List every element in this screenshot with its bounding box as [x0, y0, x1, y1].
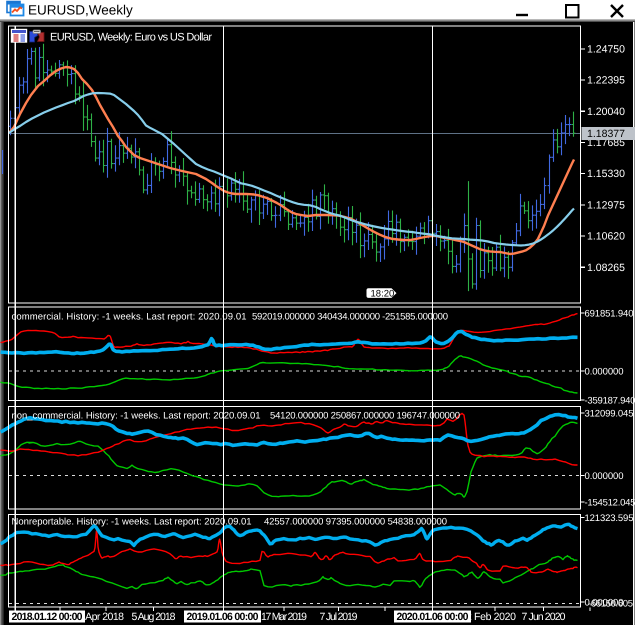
svg-text:1.15330: 1.15330 — [587, 168, 625, 180]
svg-text:0.000000: 0.000000 — [585, 597, 624, 608]
svg-text:17 Mar 2019: 17 Mar 2019 — [261, 611, 307, 623]
svg-text:commercial. History: -1 weeks.: commercial. History: -1 weeks. Last repo… — [12, 312, 247, 323]
svg-text:0.000000: 0.000000 — [585, 366, 624, 377]
svg-text:-154512.045: -154512.045 — [585, 497, 635, 508]
svg-text:-359187.940: -359187.940 — [585, 395, 635, 406]
svg-text:2 Feb 2020: 2 Feb 2020 — [466, 611, 516, 623]
svg-text:1.10620: 1.10620 — [587, 231, 625, 243]
svg-text:0.000000: 0.000000 — [585, 471, 624, 482]
svg-text:Nonreportable. History: -1 wee: Nonreportable. History: -1 weeks. Last r… — [12, 517, 252, 528]
svg-text:1.08265: 1.08265 — [587, 262, 625, 274]
svg-text:1.12975: 1.12975 — [587, 199, 625, 211]
svg-text:1.22395: 1.22395 — [587, 75, 625, 87]
svg-text:non_commercial. History: -1 we: non_commercial. History: -1 weeks. Last … — [12, 411, 261, 422]
svg-text:5 Aug 2018: 5 Aug 2018 — [132, 611, 176, 623]
svg-text:-66150.605: -66150.605 — [588, 599, 633, 610]
svg-text:7 Jun 2020: 7 Jun 2020 — [522, 611, 566, 623]
svg-text:1.18377: 1.18377 — [587, 128, 625, 140]
svg-text:691851.940: 691851.940 — [585, 308, 634, 319]
svg-text:EURUSD,Weekly: EURUSD,Weekly — [28, 3, 133, 18]
svg-text:EURUSD, Weekly: Euro vs US Do: EURUSD, Weekly: Euro vs US Dollar — [50, 32, 212, 44]
svg-text:7 Jul 2019: 7 Jul 2019 — [320, 611, 358, 623]
svg-text:18:20: 18:20 — [371, 288, 395, 299]
svg-text:2020.01.06 00:00: 2020.01.06 00:00 — [397, 611, 469, 623]
svg-text:121323.595: 121323.595 — [585, 513, 634, 524]
svg-text:2019.01.06 00:00: 2019.01.06 00:00 — [187, 611, 259, 623]
svg-text:2018.01.12 00:00: 2018.01.12 00:00 — [12, 611, 83, 623]
svg-text:6 Apr 2018: 6 Apr 2018 — [78, 611, 124, 623]
svg-text:1.20040: 1.20040 — [587, 106, 625, 118]
svg-text:42557.000000 97395.000000 5483: 42557.000000 97395.000000 54838.000000 — [264, 517, 447, 528]
svg-text:54120.000000 250867.000000 196: 54120.000000 250867.000000 196747.000000 — [270, 411, 460, 422]
svg-text:312099.045: 312099.045 — [585, 408, 634, 419]
svg-text:1.24750: 1.24750 — [587, 43, 625, 55]
svg-text:592019.000000 340434.000000 -2: 592019.000000 340434.000000 -251585.0000… — [252, 312, 448, 323]
